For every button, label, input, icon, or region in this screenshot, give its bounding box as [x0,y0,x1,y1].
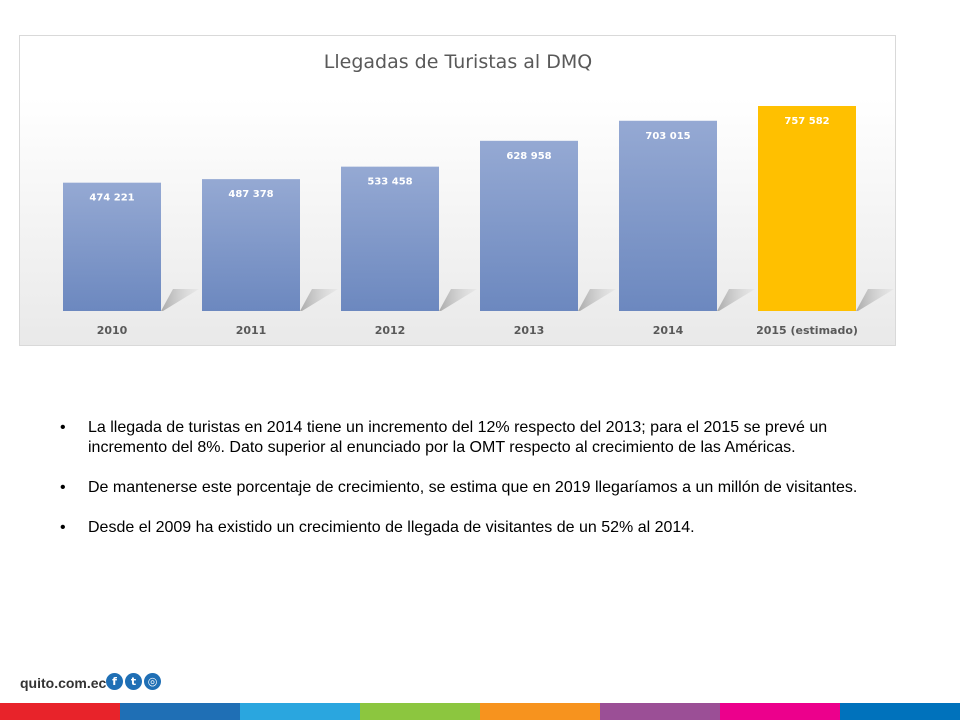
color-stripe [0,703,960,720]
stripe-segment [600,703,720,720]
twitter-icon[interactable]: t [125,673,142,690]
bar-shadow [856,289,894,311]
bullet-marker: • [60,519,66,536]
bullet-text: La llegada de turistas en 2014 tiene un … [88,419,828,456]
x-tick-label: 2010 [97,324,128,337]
bar-value-label: 757 582 [784,116,829,127]
x-tick-label: 2014 [653,324,684,337]
stripe-segment [0,703,120,720]
x-tick-label: 2013 [514,324,545,337]
site-logo[interactable]: quito.com.ec [20,675,107,691]
stripe-segment [360,703,480,720]
bullet-text: Desde el 2009 ha existido un crecimiento… [88,519,695,536]
bar-2014 [619,120,717,311]
bar-2013 [480,140,578,311]
bullet-marker: • [60,479,66,496]
chart-title: Llegadas de Turistas al DMQ [324,51,592,73]
bar-2011 [202,179,300,311]
bar-shadow [300,289,338,311]
bar-chart: Llegadas de Turistas al DMQ 474 221 2010 4… [63,51,894,337]
instagram-icon[interactable]: ◎ [144,673,161,690]
stripe-segment [120,703,240,720]
stripe-segment [720,703,840,720]
bar-shadow [717,289,755,311]
facebook-icon[interactable]: f [106,673,123,690]
stripe-segment [840,703,960,720]
bar-value-label: 474 221 [89,193,134,204]
stripe-segment [240,703,360,720]
bullet-marker: • [60,419,66,436]
bar-shadow [161,289,199,311]
x-tick-label: 2015 (estimado) [756,324,858,337]
x-tick-label: 2011 [236,324,267,337]
stripe-segment [480,703,600,720]
bar-value-label: 703 015 [645,131,690,142]
bullet-text: De mantenerse este porcentaje de crecimi… [88,479,858,496]
bar-value-label: 487 378 [228,189,273,200]
bar-shadow [439,289,477,311]
bar-2010 [63,182,161,311]
bar-value-label: 628 958 [506,151,551,162]
x-tick-label: 2012 [375,324,406,337]
bullet-item: • De mantenerse este porcentaje de crecim… [60,478,860,498]
bullet-item: • La llegada de turistas en 2014 tiene un… [60,418,860,458]
bullet-item: • Desde el 2009 ha existido un crecimient… [60,518,860,538]
chart-frame: Llegadas de Turistas al DMQ 474 221 2010 4… [19,35,896,346]
bar-value-label: 533 458 [367,177,412,188]
bullet-list: • La llegada de turistas en 2014 tiene un… [60,418,860,558]
bar-2012 [341,166,439,311]
bar-2015 [758,106,856,311]
bar-shadow [578,289,616,311]
